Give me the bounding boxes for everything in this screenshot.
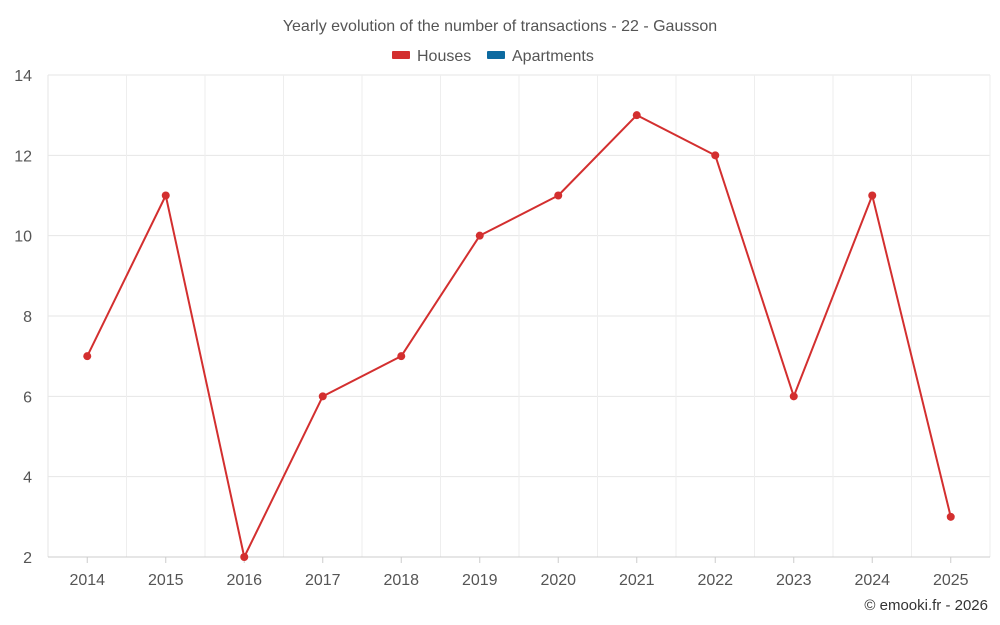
y-tick-label: 2 xyxy=(23,550,32,567)
x-tick-label: 2024 xyxy=(854,572,890,589)
series-line-houses xyxy=(86,114,952,558)
data-point-houses-2025[interactable] xyxy=(946,512,955,521)
x-tick-label: 2021 xyxy=(619,572,655,589)
y-tick-label: 6 xyxy=(23,389,32,406)
series-points-houses xyxy=(83,111,955,561)
y-axis-ticks: 2 4 6 8 10 12 14 xyxy=(14,68,32,567)
data-point-houses-2022[interactable] xyxy=(711,151,720,160)
legend-swatch-apartments xyxy=(487,51,505,59)
data-point-houses-2024[interactable] xyxy=(868,191,877,200)
x-tick-label: 2020 xyxy=(540,572,576,589)
chart-title: Yearly evolution of the number of transa… xyxy=(283,18,717,35)
x-tick-label: 2017 xyxy=(305,572,341,589)
grid xyxy=(47,74,991,558)
x-tick-label: 2015 xyxy=(148,572,184,589)
legend-label-houses: Houses xyxy=(417,48,471,65)
data-point-houses-2021[interactable] xyxy=(632,111,641,120)
legend-label-apartments: Apartments xyxy=(512,48,594,65)
data-point-houses-2015[interactable] xyxy=(161,191,170,200)
legend: Houses Apartments xyxy=(392,48,594,65)
y-tick-label: 12 xyxy=(14,148,32,165)
legend-item-apartments[interactable]: Apartments xyxy=(487,48,594,65)
x-tick-label: 2023 xyxy=(776,572,812,589)
x-tick-label: 2019 xyxy=(462,572,498,589)
x-tick-label: 2022 xyxy=(697,572,733,589)
credit-text: © emooki.fr - 2026 xyxy=(864,597,988,614)
x-tick-label: 2016 xyxy=(226,572,262,589)
x-tick-label: 2014 xyxy=(69,572,105,589)
legend-swatch-houses xyxy=(392,51,410,59)
x-tick-label: 2018 xyxy=(383,572,419,589)
y-tick-label: 10 xyxy=(14,229,32,246)
y-tick-label: 4 xyxy=(23,470,32,487)
data-point-houses-2019[interactable] xyxy=(475,231,484,240)
y-tick-label: 8 xyxy=(23,309,32,326)
legend-item-houses[interactable]: Houses xyxy=(392,48,471,65)
data-point-houses-2014[interactable] xyxy=(83,352,92,361)
data-point-houses-2020[interactable] xyxy=(554,191,563,200)
data-point-houses-2023[interactable] xyxy=(789,392,798,401)
y-tick-label: 14 xyxy=(14,68,32,85)
x-axis-ticks: 2014 2015 2016 2017 2018 2019 2020 2021 2022 2023… xyxy=(69,557,969,589)
data-point-houses-2016[interactable] xyxy=(240,553,249,561)
data-point-houses-2017[interactable] xyxy=(318,392,327,401)
x-tick-label: 2025 xyxy=(933,572,969,589)
data-point-houses-2018[interactable] xyxy=(397,352,406,361)
